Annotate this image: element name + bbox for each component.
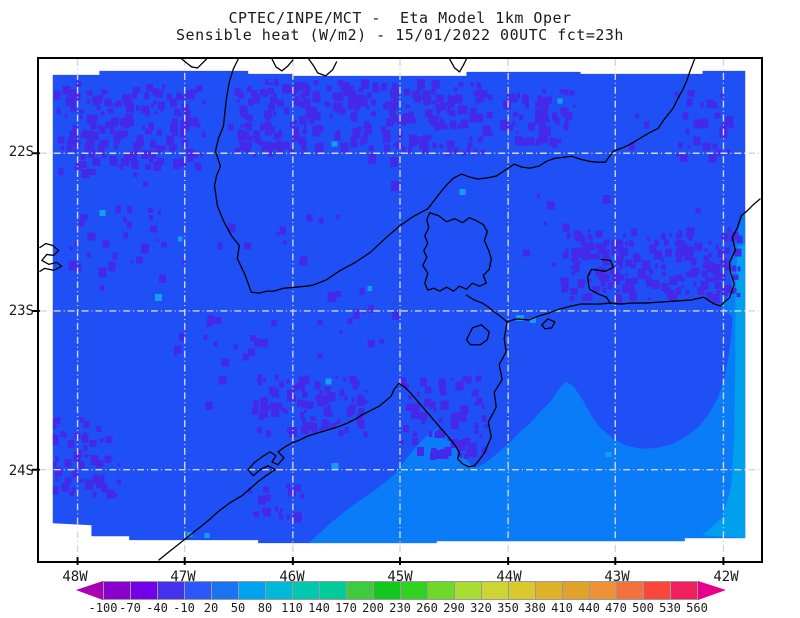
colorbar-value: 290: [443, 601, 465, 615]
state-border: [213, 58, 696, 294]
colorbar-value: 140: [308, 601, 330, 615]
axis-ticks: [31, 152, 725, 565]
colorbar-value: 470: [605, 601, 627, 615]
coastline: [158, 198, 761, 561]
colorbar-cell: [671, 582, 697, 599]
colorbar-cell: [374, 582, 401, 599]
colorbar-value: 230: [389, 601, 411, 615]
colorbar-cell: [239, 582, 266, 599]
colorbar: [76, 581, 726, 600]
west-edge-contour: [39, 242, 63, 272]
border-stub: [308, 58, 338, 77]
colorbar-cell: [185, 582, 212, 599]
colorbar-value: 80: [257, 601, 273, 615]
map-frame: [31, 57, 763, 565]
colorbar-value: 110: [281, 601, 303, 615]
colorbar-cell: [428, 582, 455, 599]
colorbar-cell: [347, 582, 374, 599]
colorbar-cell: [212, 582, 239, 599]
colorbar-cell: [131, 582, 158, 599]
colorbar-value: 50: [230, 601, 246, 615]
colorbar-cell: [455, 582, 482, 599]
colorbar-left-arrow: [76, 581, 103, 600]
colorbar-value: 260: [416, 601, 438, 615]
border-stub: [448, 58, 468, 73]
island-outline: [465, 324, 490, 346]
ocean-field: [307, 212, 746, 544]
coastline-borders: [39, 58, 761, 561]
small-island-outline: [541, 318, 556, 330]
chart-title-line2: Sensible heat (W/m2) - 15/01/2022 00UTC …: [176, 26, 624, 44]
colorbar-value: 320: [470, 601, 492, 615]
lat-label-23S: 23S: [8, 303, 34, 319]
colorbar-cell: [266, 582, 293, 599]
colorbar-value: 440: [578, 601, 600, 615]
colorbar-value: 530: [659, 601, 681, 615]
colorbar-value: 560: [686, 601, 708, 615]
colorbar-cell: [509, 582, 536, 599]
chart-title-line1: CPTEC/INPE/MCT - Eta Model 1km Oper: [228, 9, 572, 27]
colorbar-value: 20: [203, 601, 219, 615]
colorbar-value: 410: [551, 601, 573, 615]
border-stub: [271, 58, 294, 72]
colorbar-value: -70: [119, 601, 141, 615]
colorbar-value: -100: [88, 601, 118, 615]
colorbar-cells: [103, 581, 698, 600]
colorbar-cell: [104, 582, 131, 599]
bay-loop: [586, 258, 614, 304]
colorbar-value: -10: [173, 601, 195, 615]
interior-border-loop: [422, 212, 492, 292]
colorbar-cell: [536, 582, 563, 599]
lat-label-24S: 24S: [8, 463, 34, 479]
colorbar-cell: [158, 582, 185, 599]
colorbar-value: 350: [497, 601, 519, 615]
colorbar-cell: [320, 582, 347, 599]
gridlines: [39, 59, 761, 561]
border-stub: [181, 58, 208, 69]
colorbar-cell: [644, 582, 671, 599]
colorbar-value: 200: [362, 601, 384, 615]
colorbar-value: -40: [146, 601, 168, 615]
map-canvas: [31, 58, 761, 565]
colorbar-cell: [590, 582, 617, 599]
coastal-water-strip: [702, 243, 746, 539]
colorbar-cell: [293, 582, 320, 599]
colorbar-value: 380: [524, 601, 546, 615]
colorbar-right-arrow: [698, 581, 726, 600]
lat-label-22S: 22S: [8, 144, 34, 160]
border-to-coast: [465, 294, 508, 323]
colorbar-value: 500: [632, 601, 654, 615]
colorbar-cell: [617, 582, 644, 599]
colorbar-cell: [482, 582, 509, 599]
colorbar-cell: [563, 582, 590, 599]
colorbar-cell: [401, 582, 428, 599]
colorbar-value: 170: [335, 601, 357, 615]
colorbar-scale-labels: -100 -70 -40 -10 20 50 80 110 140 170 200 230 260 290…: [0, 601, 800, 616]
negative-heat-patches: [52, 78, 743, 523]
